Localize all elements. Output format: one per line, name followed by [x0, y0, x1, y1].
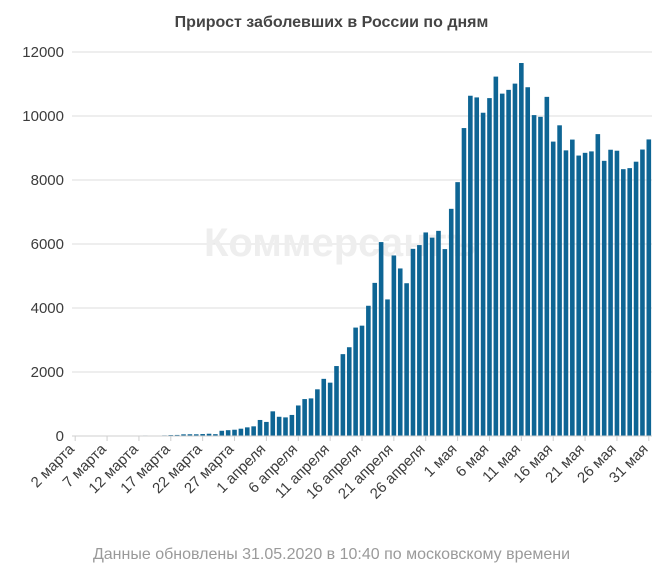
bar: 30 апреля: 7099 — [448, 208, 454, 436]
bar: 27 апреля: 6198 — [429, 237, 435, 436]
bar: 18 мая: 8926 — [563, 150, 569, 436]
bar: 18 марта: 33 — [174, 434, 180, 436]
bar: 11 мая: 11656 — [519, 63, 524, 436]
bar: 15 апреля: 3388 — [353, 327, 358, 436]
x-tick-label: 1 мая — [421, 441, 461, 481]
bar: 22 апреля: 5236 — [397, 268, 403, 436]
bar: 22 марта: 61 — [200, 434, 205, 436]
bar: 12 апреля: 2186 — [334, 366, 339, 436]
bar: 18 апреля: 4785 — [372, 282, 378, 436]
bar: 13 мая: 10028 — [531, 115, 537, 436]
y-tick-label: 2000 — [31, 364, 64, 381]
bar: 24 мая: 8599 — [601, 160, 607, 436]
bar: 5 мая: 10102 — [480, 112, 486, 437]
bar: 3 апреля: 601 — [276, 416, 282, 436]
bar: 20 апреля: 4268 — [385, 299, 390, 436]
bar: 26 мая: 8915 — [614, 150, 620, 436]
bar: 23 апреля: 4774 — [404, 283, 409, 436]
bar: 16 мая: 9200 — [550, 141, 556, 436]
bar: 19 мая: 9263 — [570, 139, 575, 436]
bar: 13 апреля: 2558 — [340, 354, 346, 436]
bar: 25 марта: 163 — [219, 430, 225, 436]
bar: 2 апреля: 771 — [270, 411, 276, 436]
bar: 17 мая: 9709 — [557, 125, 562, 436]
bar: 26 марта: 182 — [225, 430, 231, 436]
bar: 25 мая: 8946 — [608, 149, 613, 437]
bar: 21 апреля: 5642 — [391, 255, 397, 436]
y-tick-label: 12000 — [22, 44, 64, 61]
bar: 5 апреля: 658 — [289, 414, 295, 436]
bar: 19 марта: 52 — [181, 434, 186, 436]
bar: 16 апреля: 3448 — [359, 325, 365, 436]
bar: 29 марта: 270 — [244, 427, 250, 436]
bar: 3 мая: 10633 — [468, 95, 473, 437]
bar: 27 мая: 8338 — [621, 169, 626, 436]
bar: 7 мая: 11231 — [493, 76, 499, 437]
bar: 28 апреля: 6411 — [436, 230, 441, 436]
bar: 31 мая: 9268 — [646, 139, 652, 437]
bar: 24 марта: 57 — [213, 434, 218, 436]
bar: 4 мая: 10581 — [474, 97, 480, 436]
bar: 30 марта: 302 — [251, 426, 256, 436]
bar: 29 апреля: 5841 — [442, 249, 448, 436]
bar: 22 мая: 8894 — [589, 151, 594, 436]
bar: 27 марта: 196 — [232, 429, 237, 436]
watermark-logo: Коммерсантъ — [204, 221, 476, 265]
bar: 9 мая: 10817 — [506, 89, 511, 437]
bar: 29 мая: 8572 — [633, 161, 639, 436]
y-tick-label: 4000 — [31, 300, 64, 317]
bar: 8 апреля: 1175 — [308, 398, 314, 436]
y-tick-label: 10000 — [22, 108, 64, 125]
bar: 12 мая: 10899 — [525, 87, 531, 436]
bar: 10 апреля: 1786 — [321, 378, 327, 436]
bar: 25 апреля: 5966 — [417, 245, 422, 436]
bar: 2 мая: 9623 — [461, 128, 467, 436]
bar: 24 апреля: 5849 — [410, 248, 416, 436]
bar: 6 апреля: 954 — [295, 405, 301, 436]
bar: 14 мая: 9974 — [538, 116, 543, 436]
bar: 9 апреля: 1459 — [315, 389, 320, 436]
bar: 21 мая: 8849 — [582, 152, 588, 436]
bar: 15 мая: 10598 — [544, 96, 550, 437]
bar: 1 апреля: 440 — [264, 421, 269, 436]
bar: 23 мая: 9434 — [595, 134, 601, 437]
bar: 10 мая: 11012 — [512, 83, 518, 437]
bar: 14 апреля: 2774 — [346, 347, 352, 436]
y-tick-label: 8000 — [31, 172, 64, 189]
bar: 19 апреля: 6060 — [378, 242, 384, 436]
bar: 17 апреля: 4070 — [366, 305, 371, 436]
bar: 23 марта: 71 — [206, 433, 212, 436]
bar: 20 марта: 54 — [187, 434, 193, 436]
bar: 31 марта: 501 — [257, 419, 263, 436]
bar: 20 мая: 8764 — [576, 155, 581, 437]
bar: 21 марта: 53 — [193, 434, 199, 436]
bar: 28 марта: 228 — [238, 428, 244, 436]
y-tick-label: 6000 — [31, 236, 64, 253]
bar: 8 мая: 10699 — [499, 93, 505, 436]
bar: 6 мая: 10559 — [487, 98, 492, 437]
bar: 11 апреля: 1667 — [327, 382, 333, 436]
bar: 1 мая: 7933 — [455, 182, 460, 436]
bar: 7 апреля: 1154 — [302, 399, 307, 436]
update-timestamp-note: Данные обновлены 31.05.2020 в 10:40 по м… — [92, 546, 571, 563]
bar-series: 2 марта: 03 марта: 04 марта: 05 марта: 0… — [98, 63, 652, 437]
y-tick-label: 0 — [56, 428, 64, 445]
bar: 4 апреля: 582 — [283, 417, 288, 436]
bar: 26 апреля: 6361 — [423, 232, 429, 436]
bar: 28 мая: 8371 — [627, 168, 632, 436]
chart-title: Прирост заболевших в России по дням — [174, 14, 489, 31]
bar: 30 мая: 8952 — [640, 149, 645, 437]
